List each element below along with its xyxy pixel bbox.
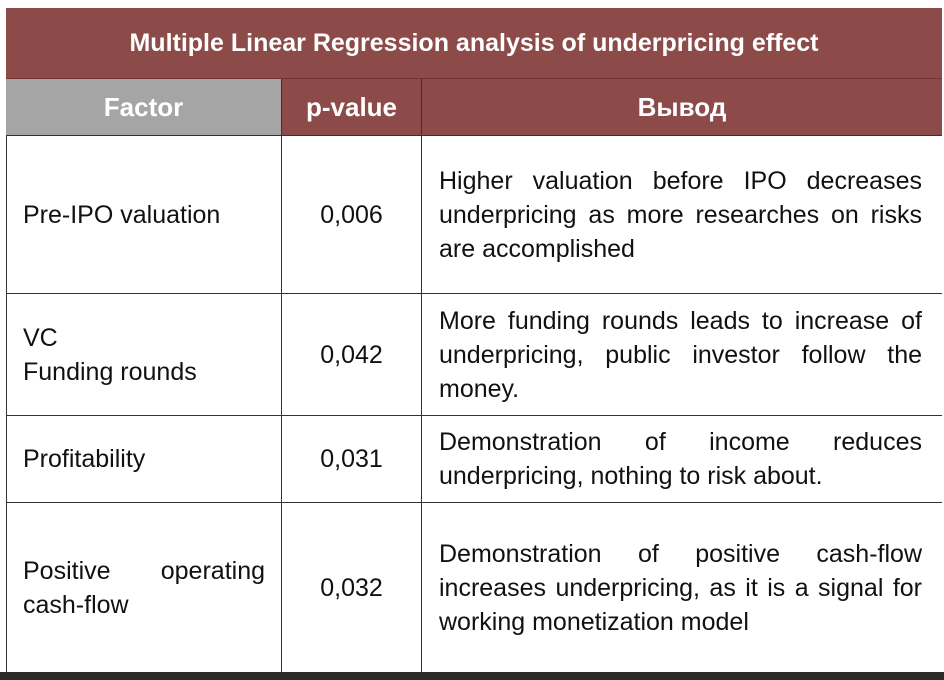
- factor-text: Positive operating cash-flow: [23, 557, 265, 619]
- factor-text: Pre-IPO valuation: [23, 200, 221, 229]
- conclusion-cell: Higher valuation before IPO decreases un…: [422, 136, 942, 293]
- conclusion-cell: More funding rounds leads to increase of…: [422, 294, 942, 415]
- factor-text-line: Funding rounds: [23, 357, 197, 386]
- regression-table: Multiple Linear Regression analysis of u…: [6, 8, 942, 673]
- table-row: Pre-IPO valuation 0,006 Higher valuation…: [6, 136, 942, 294]
- factor-cell: VC Funding rounds: [6, 294, 282, 415]
- conclusion-text: Demonstration of positive cash-flow incr…: [439, 540, 922, 636]
- bottom-edge: [0, 672, 944, 680]
- pvalue-cell: 0,006: [282, 136, 422, 293]
- table-row: VC Funding rounds 0,042 More funding rou…: [6, 294, 942, 416]
- header-pvalue: p-value: [282, 79, 422, 135]
- pvalue-cell: 0,031: [282, 416, 422, 502]
- conclusion-text: Demonstration of income reduces underpri…: [439, 428, 922, 490]
- factor-text-line: VC: [23, 323, 58, 352]
- table-header-row: Factor p-value Вывод: [6, 79, 942, 136]
- conclusion-cell: Demonstration of income reduces underpri…: [422, 416, 942, 502]
- factor-text: Profitability: [23, 445, 146, 473]
- pvalue-cell: 0,042: [282, 294, 422, 415]
- conclusion-text: Higher valuation before IPO decreases un…: [439, 166, 922, 263]
- factor-cell: Positive operating cash-flow: [6, 503, 282, 673]
- header-conclusion: Вывод: [422, 79, 942, 135]
- factor-cell: Profitability: [6, 416, 282, 502]
- conclusion-text: More funding rounds leads to increase of…: [439, 306, 922, 403]
- conclusion-cell: Demonstration of positive cash-flow incr…: [422, 503, 942, 673]
- header-factor: Factor: [6, 79, 282, 135]
- table-row: Profitability 0,031 Demonstration of inc…: [6, 416, 942, 503]
- table-left-border: [6, 8, 7, 672]
- factor-cell: Pre-IPO valuation: [6, 136, 282, 293]
- table-row: Positive operating cash-flow 0,032 Demon…: [6, 503, 942, 673]
- table-title: Multiple Linear Regression analysis of u…: [6, 8, 942, 79]
- pvalue-cell: 0,032: [282, 503, 422, 673]
